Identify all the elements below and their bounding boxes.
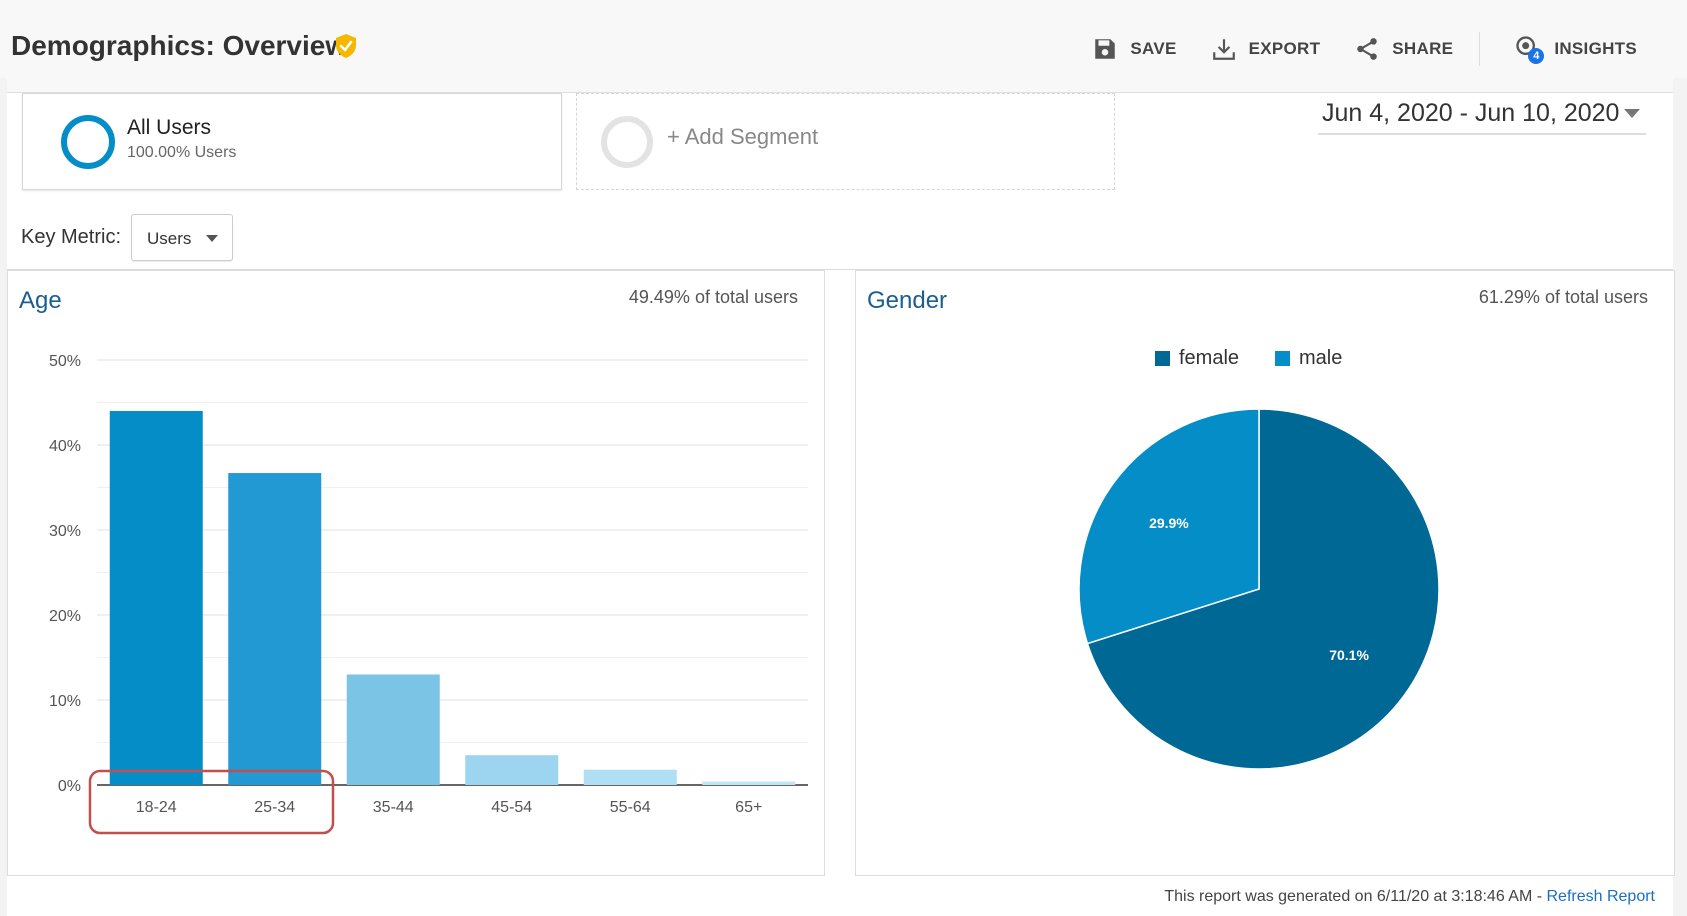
age-panel-total: 49.49% of total users [628, 287, 798, 307]
legend-label-male: male [1299, 347, 1342, 369]
age-bar-25-34 [228, 473, 322, 785]
dropdown-caret-icon [206, 235, 218, 242]
y-tick-label: 10% [49, 693, 81, 710]
insights-icon-wrap: 4 [1514, 34, 1545, 64]
date-range-text: Jun 4, 2020 - Jun 10, 2020 [1322, 99, 1620, 127]
insights-label: INSIGHTS [1554, 39, 1637, 58]
y-tick-label: 50% [49, 353, 81, 370]
x-tick-label: 45-54 [491, 799, 532, 816]
x-tick-label: 35-44 [373, 799, 414, 816]
page-title: Demographics: Overview [11, 30, 348, 61]
left-rail [0, 78, 7, 916]
right-rail [1673, 78, 1687, 916]
refresh-report-link[interactable]: Refresh Report [1546, 888, 1656, 905]
report-header: Demographics: Overview SAVE EXPORT [0, 0, 1687, 93]
export-label: EXPORT [1248, 39, 1321, 58]
highlight-box [88, 769, 335, 835]
gender-pie-chart: female male 70.1% 29.9% [1078, 347, 1440, 770]
legend-swatch-male [1275, 351, 1290, 366]
legend-swatch-female [1155, 351, 1170, 366]
pie-slice-female [1086, 408, 1440, 770]
chevron-down-icon [1624, 109, 1640, 118]
toolbar-divider [1479, 32, 1481, 66]
section-divider [7, 269, 1673, 270]
x-tick-label: 25-34 [254, 799, 295, 816]
report-toolbar: SAVE EXPORT SHARE [1058, 32, 1637, 66]
y-tick-label: 40% [49, 438, 81, 455]
report-generated-text: This report was generated on 6/11/20 at … [1164, 888, 1547, 905]
insights-count-badge: 4 [1528, 48, 1545, 64]
verified-shield-icon [336, 34, 356, 58]
segment-all-users[interactable]: All Users 100.00% Users [22, 93, 562, 190]
key-metric-label: Key Metric: [21, 226, 122, 248]
add-segment-label: + Add Segment [667, 124, 819, 149]
key-metric-dropdown[interactable]: Users [131, 214, 233, 261]
save-label: SAVE [1130, 39, 1177, 58]
x-tick-label: 65+ [735, 799, 762, 816]
y-tick-label: 30% [49, 523, 81, 540]
pie-label-male: 29.9% [1149, 515, 1189, 531]
export-button[interactable]: EXPORT [1211, 36, 1321, 62]
x-tick-label: 18-24 [136, 799, 177, 816]
age-bar-35-44 [346, 674, 440, 785]
pie-slice-male [1078, 408, 1260, 645]
date-range-picker[interactable]: Jun 4, 2020 - Jun 10, 2020 [1318, 97, 1646, 135]
y-tick-label: 20% [49, 608, 81, 625]
add-segment-button[interactable]: + Add Segment [576, 93, 1115, 190]
save-button[interactable]: SAVE [1092, 36, 1176, 62]
age-bar-45-54 [465, 755, 559, 785]
share-icon [1357, 38, 1378, 60]
gender-panel-total: 61.29% of total users [1478, 287, 1648, 307]
segment-subtitle: 100.00% Users [127, 144, 237, 161]
report-generated-note: This report was generated on 6/11/20 at … [1164, 888, 1655, 906]
segment-ring-icon [61, 115, 115, 169]
export-icon [1212, 39, 1235, 60]
gender-panel-title: Gender [867, 287, 948, 314]
gender-panel: Gender 61.29% of total users [855, 270, 1675, 876]
y-tick-label: 0% [58, 778, 81, 795]
insights-button[interactable]: 4 INSIGHTS [1514, 34, 1637, 64]
age-bar-18-24 [109, 411, 203, 785]
segment-name: All Users [127, 116, 212, 139]
save-icon [1095, 39, 1116, 59]
x-tick-label: 55-64 [610, 799, 651, 816]
age-panel-title: Age [19, 287, 62, 314]
legend-label-female: female [1179, 347, 1239, 369]
age-bar-55-64 [583, 769, 677, 785]
share-button[interactable]: SHARE [1354, 36, 1453, 62]
key-metric-value: Users [147, 229, 192, 248]
add-segment-ring-icon [601, 116, 653, 168]
age-bar-65+ [702, 781, 796, 785]
share-label: SHARE [1392, 39, 1454, 58]
pie-label-female: 70.1% [1329, 647, 1369, 663]
age-bar-chart: 0% 10% 20% 30% 40% 50% 18-24 25-34 35-44 45-54 55-… [49, 353, 808, 835]
